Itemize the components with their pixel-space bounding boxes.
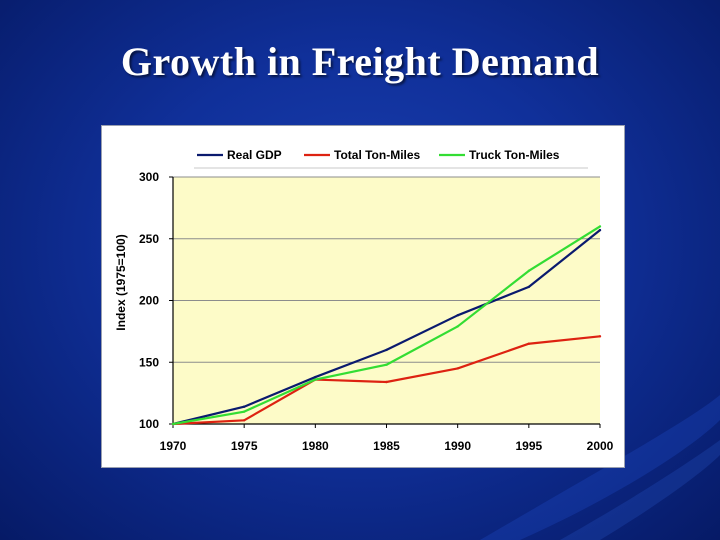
data-point xyxy=(385,363,388,366)
grid-lines xyxy=(169,176,600,425)
legend: Real GDP Total Ton-Miles Truck Ton-Miles xyxy=(194,148,588,169)
data-point xyxy=(598,335,602,338)
data-point xyxy=(598,225,602,228)
y-tick-labels: 100 150 200 250 300 xyxy=(139,170,159,431)
data-point xyxy=(314,378,317,381)
data-point xyxy=(598,228,602,232)
data-point xyxy=(242,405,246,408)
y-tick-label: 150 xyxy=(139,355,159,369)
x-tick-label: 1990 xyxy=(444,439,471,453)
x-tick-label: 1995 xyxy=(515,439,542,453)
data-point xyxy=(242,410,246,413)
data-point xyxy=(527,269,531,273)
data-point xyxy=(527,285,531,289)
x-tick-label: 1970 xyxy=(160,439,187,453)
data-point xyxy=(456,325,459,328)
data-point xyxy=(314,375,317,379)
data-point xyxy=(456,314,459,317)
data-point xyxy=(385,380,388,384)
data-point xyxy=(171,422,175,426)
data-point xyxy=(242,419,246,422)
x-tick-label: 1985 xyxy=(373,439,400,453)
data-point xyxy=(527,342,531,345)
axes xyxy=(172,177,601,428)
y-tick-label: 250 xyxy=(139,232,159,246)
y-tick-label: 200 xyxy=(139,294,159,308)
y-tick-label: 100 xyxy=(139,417,159,431)
x-tick-labels: 1970 1975 1980 1985 1990 1995 2000 xyxy=(160,439,614,453)
data-point xyxy=(456,367,459,370)
chart-frame: 100 150 200 250 300 1970 1975 1980 1985 1990 1995… xyxy=(101,125,625,468)
legend-label: Total Ton-Miles xyxy=(334,148,421,162)
legend-label: Real GDP xyxy=(227,148,282,162)
data-point xyxy=(385,348,388,352)
x-tick-label: 2000 xyxy=(587,439,614,453)
x-tick-label: 1980 xyxy=(302,439,329,453)
slide-title: Growth in Freight Demand xyxy=(120,39,600,84)
legend-label: Truck Ton-Miles xyxy=(469,148,560,162)
y-axis-label: Index (1975=100) xyxy=(114,234,128,330)
x-tick-label: 1975 xyxy=(231,439,258,453)
line-chart: 100 150 200 250 300 1970 1975 1980 1985 1990 1995… xyxy=(114,148,614,453)
y-tick-label: 300 xyxy=(139,170,159,184)
series-lines xyxy=(171,225,602,426)
